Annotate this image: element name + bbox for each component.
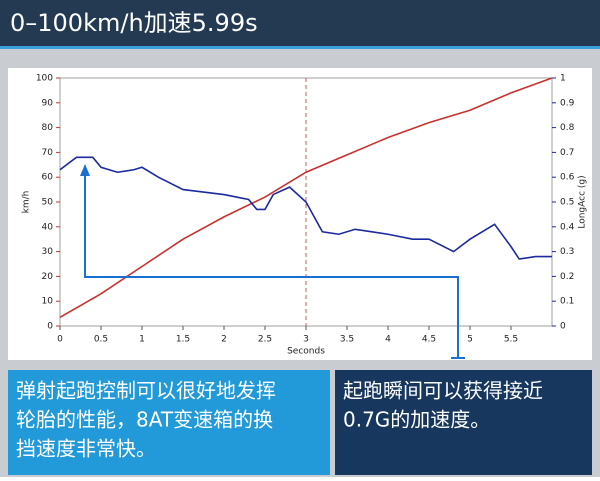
callout-text: 轮胎的性能，8AT变速箱的换 xyxy=(16,408,273,432)
arrow-head xyxy=(80,164,90,176)
y2-axis-label: LongAcc (g) xyxy=(578,175,588,228)
y2-tick-label: 0.4 xyxy=(560,222,575,232)
y-tick-label: 100 xyxy=(36,74,53,84)
plot: 0 0.5 1 1.5 2 2.5 3 3.5 4 4.5 5 5.50102030405060708… xyxy=(22,74,588,357)
y2-tick-label: 0.3 xyxy=(560,247,574,257)
x-tick-label: 2 xyxy=(221,335,227,345)
x-tick-label: 4.5 xyxy=(422,335,436,345)
x-tick-label: 0 xyxy=(57,335,63,345)
y-tick-label: 50 xyxy=(42,198,54,208)
y2-tick-label: 0.2 xyxy=(560,272,574,282)
chart-panel xyxy=(8,68,592,360)
y-tick-label: 70 xyxy=(42,148,54,158)
callout-left xyxy=(8,370,330,475)
y-tick-label: 40 xyxy=(42,222,54,232)
x-tick-label: 3.5 xyxy=(340,335,354,345)
y2-tick-label: 0.5 xyxy=(560,198,574,208)
x-tick-label: 1 xyxy=(139,335,145,345)
series-line xyxy=(59,156,552,260)
connector xyxy=(84,172,459,358)
y-tick-label: 60 xyxy=(42,173,54,183)
x-tick-label: 3 xyxy=(303,335,309,345)
x-tick-label: 5.5 xyxy=(504,335,518,345)
callout-connector xyxy=(84,172,465,359)
y2-tick-label: 0.1 xyxy=(560,297,574,307)
header xyxy=(0,0,600,46)
header-rule xyxy=(0,46,600,49)
callout-text: 弹射起跑控制可以很好地发挥 xyxy=(16,379,276,403)
callout-right xyxy=(335,370,592,475)
y2-tick-label: 0.7 xyxy=(560,148,574,158)
callout-text: 挡速度非常快。 xyxy=(16,437,156,461)
y-tick-label: 30 xyxy=(42,247,54,257)
y2-tick-label: 0.8 xyxy=(560,123,575,133)
y-tick-label: 90 xyxy=(42,98,54,108)
y2-tick-label: 0 xyxy=(560,322,566,332)
x-tick-label: 4 xyxy=(385,335,391,345)
x-tick-label: 0.5 xyxy=(94,335,108,345)
x-tick-label: 1.5 xyxy=(176,335,190,345)
x-axis-label: Seconds xyxy=(287,347,325,357)
y-axis-label: km/h xyxy=(22,191,32,214)
title: 0–100km/h加速5.99s xyxy=(10,9,258,37)
y2-tick-label: 0.9 xyxy=(560,98,575,108)
y-tick-label: 20 xyxy=(42,272,54,282)
callout-text: 0.7G的加速度。 xyxy=(343,408,490,432)
y-tick-label: 10 xyxy=(42,297,54,307)
x-tick-label: 2.5 xyxy=(258,335,272,345)
y-tick-label: 0 xyxy=(47,322,53,332)
y-tick-label: 80 xyxy=(42,123,54,133)
callout-text: 起跑瞬间可以获得接近 xyxy=(343,379,543,403)
series-line xyxy=(59,77,553,319)
y2-tick-label: 0.6 xyxy=(560,173,575,183)
y2-tick-label: 1 xyxy=(560,74,566,84)
x-tick-label: 5 xyxy=(467,335,473,345)
